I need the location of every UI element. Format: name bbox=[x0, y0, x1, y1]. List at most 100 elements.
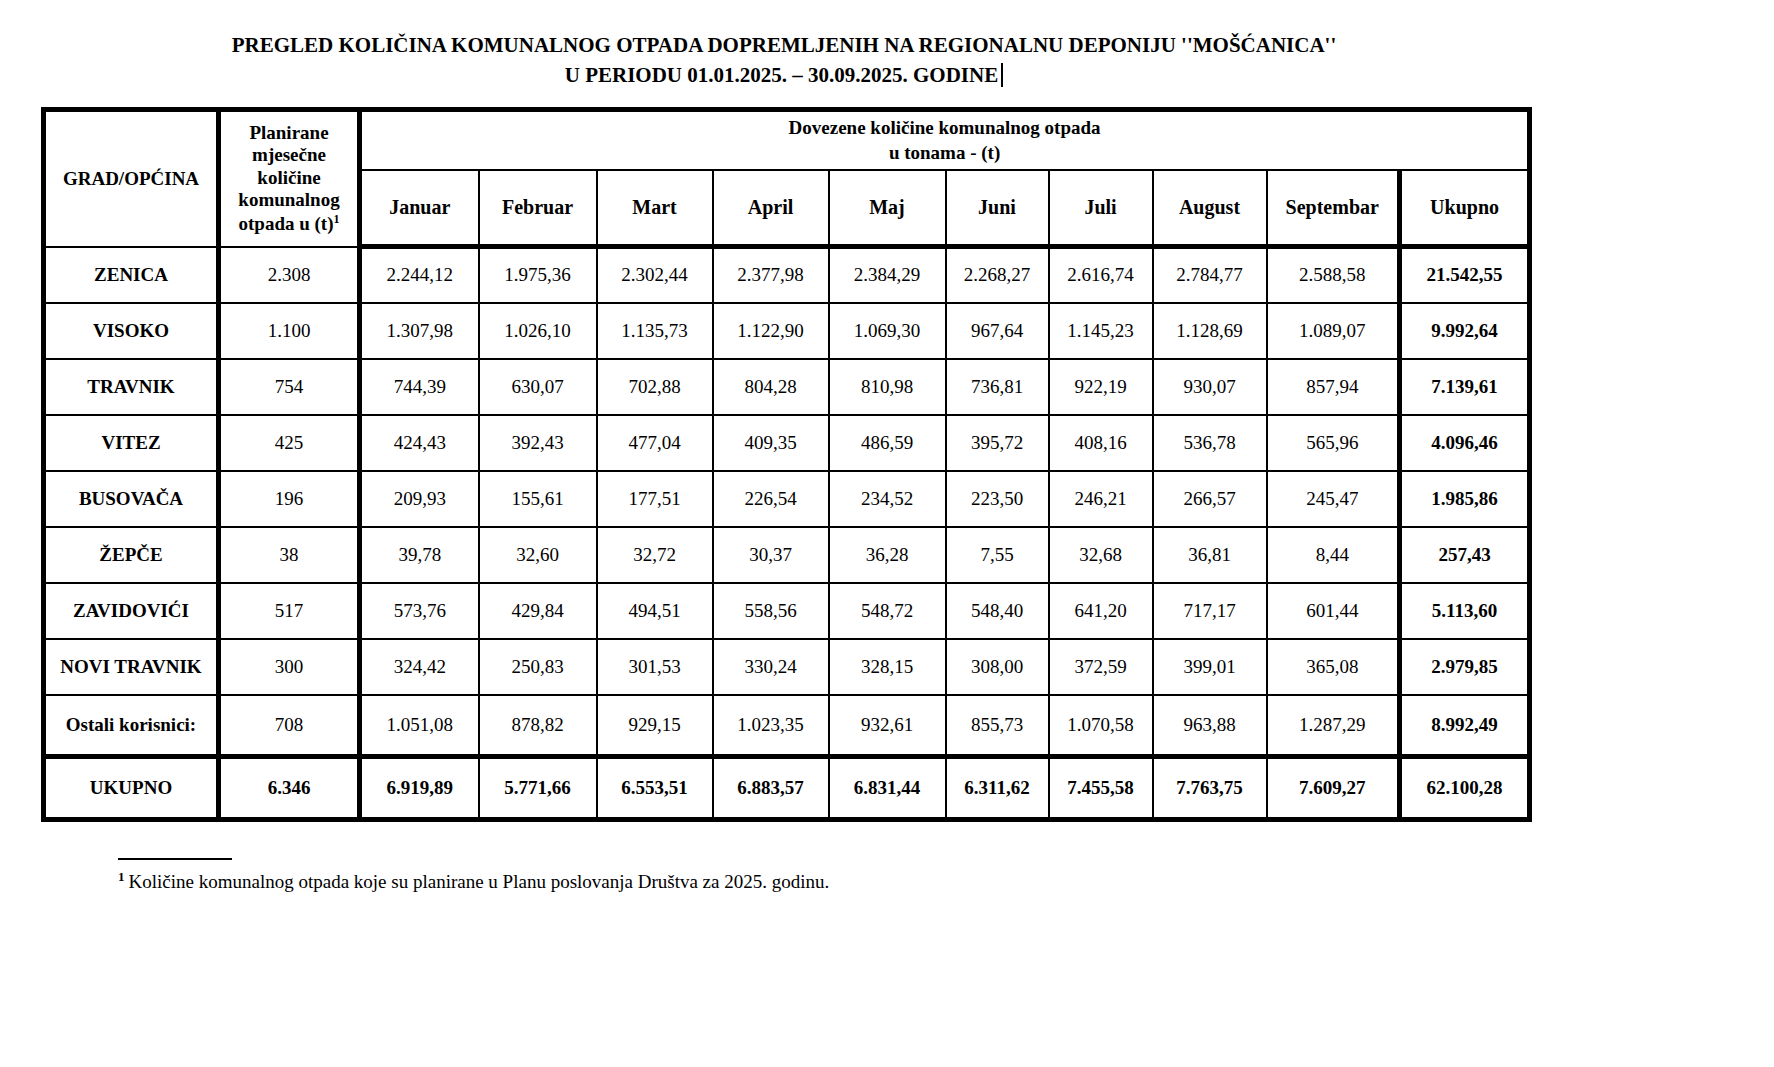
table-row: ZAVIDOVIĆI517573,76429,84494,51558,56548… bbox=[44, 583, 1530, 639]
month-header: Maj bbox=[829, 170, 946, 247]
row-label: VITEZ bbox=[44, 415, 219, 471]
month-value: 932,61 bbox=[829, 695, 946, 757]
month-value: 565,96 bbox=[1267, 415, 1400, 471]
row-total: 9.992,64 bbox=[1400, 303, 1530, 359]
month-value: 1.026,10 bbox=[479, 303, 597, 359]
month-value: 324,42 bbox=[360, 639, 479, 695]
total-column-header: Ukupno bbox=[1400, 170, 1530, 247]
month-value: 250,83 bbox=[479, 639, 597, 695]
month-value: 744,39 bbox=[360, 359, 479, 415]
month-value: 1.145,23 bbox=[1049, 303, 1153, 359]
month-value: 424,43 bbox=[360, 415, 479, 471]
planned-quantities-header: Planirane mjesečne količine komunalnog o… bbox=[219, 110, 360, 247]
row-total: 4.096,46 bbox=[1400, 415, 1530, 471]
delivered-quantities-group-header: Dovezene količine komunalnog otpada u to… bbox=[360, 110, 1530, 170]
month-header: Mart bbox=[597, 170, 713, 247]
month-value: 223,50 bbox=[946, 471, 1049, 527]
month-value: 630,07 bbox=[479, 359, 597, 415]
month-value: 1.023,35 bbox=[713, 695, 829, 757]
table-row: NOVI TRAVNIK300324,42250,83301,53330,243… bbox=[44, 639, 1530, 695]
month-value: 399,01 bbox=[1153, 639, 1267, 695]
month-value: 2.616,74 bbox=[1049, 247, 1153, 303]
planned-value: 300 bbox=[219, 639, 360, 695]
table-row: ŽEPČE3839,7832,6032,7230,3736,287,5532,6… bbox=[44, 527, 1530, 583]
month-value: 548,72 bbox=[829, 583, 946, 639]
month-value: 6.311,62 bbox=[946, 757, 1049, 820]
month-value: 7.763,75 bbox=[1153, 757, 1267, 820]
month-value: 39,78 bbox=[360, 527, 479, 583]
month-value: 266,57 bbox=[1153, 471, 1267, 527]
month-value: 5.771,66 bbox=[479, 757, 597, 820]
month-value: 1.089,07 bbox=[1267, 303, 1400, 359]
month-header: Februar bbox=[479, 170, 597, 247]
month-header: Juni bbox=[946, 170, 1049, 247]
footnote-marker: 1 bbox=[118, 869, 125, 884]
planned-value: 38 bbox=[219, 527, 360, 583]
row-total: 5.113,60 bbox=[1400, 583, 1530, 639]
month-header: Januar bbox=[360, 170, 479, 247]
planned-value: 196 bbox=[219, 471, 360, 527]
month-value: 429,84 bbox=[479, 583, 597, 639]
month-value: 328,15 bbox=[829, 639, 946, 695]
document-title-line2: U PERIODU 01.01.2025. – 30.09.2025. GODI… bbox=[41, 60, 1527, 90]
month-value: 804,28 bbox=[713, 359, 829, 415]
month-value: 32,68 bbox=[1049, 527, 1153, 583]
row-label: VISOKO bbox=[44, 303, 219, 359]
month-value: 7.609,27 bbox=[1267, 757, 1400, 820]
month-value: 6.919,89 bbox=[360, 757, 479, 820]
month-value: 2.384,29 bbox=[829, 247, 946, 303]
month-value: 6.883,57 bbox=[713, 757, 829, 820]
document-title-line1: PREGLED KOLIČINA KOMUNALNOG OTPADA DOPRE… bbox=[41, 30, 1527, 60]
month-value: 855,73 bbox=[946, 695, 1049, 757]
month-value: 2.244,12 bbox=[360, 247, 479, 303]
month-value: 1.070,58 bbox=[1049, 695, 1153, 757]
month-value: 1.975,36 bbox=[479, 247, 597, 303]
planned-value: 708 bbox=[219, 695, 360, 757]
month-value: 1.135,73 bbox=[597, 303, 713, 359]
planned-value: 6.346 bbox=[219, 757, 360, 820]
month-value: 2.377,98 bbox=[713, 247, 829, 303]
month-value: 963,88 bbox=[1153, 695, 1267, 757]
row-total: 8.992,49 bbox=[1400, 695, 1530, 757]
footnote-separator bbox=[118, 858, 232, 860]
month-value: 930,07 bbox=[1153, 359, 1267, 415]
month-value: 558,56 bbox=[713, 583, 829, 639]
month-value: 810,98 bbox=[829, 359, 946, 415]
text-cursor bbox=[1001, 63, 1003, 87]
planned-value: 754 bbox=[219, 359, 360, 415]
month-value: 36,81 bbox=[1153, 527, 1267, 583]
month-value: 6.831,44 bbox=[829, 757, 946, 820]
row-label: Ostali korisnici: bbox=[44, 695, 219, 757]
month-value: 301,53 bbox=[597, 639, 713, 695]
month-value: 30,37 bbox=[713, 527, 829, 583]
row-label: BUSOVAČA bbox=[44, 471, 219, 527]
month-value: 32,72 bbox=[597, 527, 713, 583]
month-header: April bbox=[713, 170, 829, 247]
month-value: 246,21 bbox=[1049, 471, 1153, 527]
month-value: 536,78 bbox=[1153, 415, 1267, 471]
month-value: 372,59 bbox=[1049, 639, 1153, 695]
month-value: 477,04 bbox=[597, 415, 713, 471]
month-value: 155,61 bbox=[479, 471, 597, 527]
table-row: VITEZ425424,43392,43477,04409,35486,5939… bbox=[44, 415, 1530, 471]
planned-value: 2.308 bbox=[219, 247, 360, 303]
month-value: 209,93 bbox=[360, 471, 479, 527]
month-value: 177,51 bbox=[597, 471, 713, 527]
month-value: 234,52 bbox=[829, 471, 946, 527]
month-value: 2.302,44 bbox=[597, 247, 713, 303]
row-label: TRAVNIK bbox=[44, 359, 219, 415]
month-value: 857,94 bbox=[1267, 359, 1400, 415]
month-value: 7.455,58 bbox=[1049, 757, 1153, 820]
month-header: August bbox=[1153, 170, 1267, 247]
row-total: 1.985,86 bbox=[1400, 471, 1530, 527]
month-value: 717,17 bbox=[1153, 583, 1267, 639]
row-total: 2.979,85 bbox=[1400, 639, 1530, 695]
month-header: Septembar bbox=[1267, 170, 1400, 247]
table-body: ZENICA2.3082.244,121.975,362.302,442.377… bbox=[44, 247, 1530, 820]
month-value: 36,28 bbox=[829, 527, 946, 583]
month-value: 7,55 bbox=[946, 527, 1049, 583]
footnote-reference: 1 bbox=[334, 212, 340, 226]
table-row: ZENICA2.3082.244,121.975,362.302,442.377… bbox=[44, 247, 1530, 303]
month-value: 1.051,08 bbox=[360, 695, 479, 757]
month-value: 2.268,27 bbox=[946, 247, 1049, 303]
